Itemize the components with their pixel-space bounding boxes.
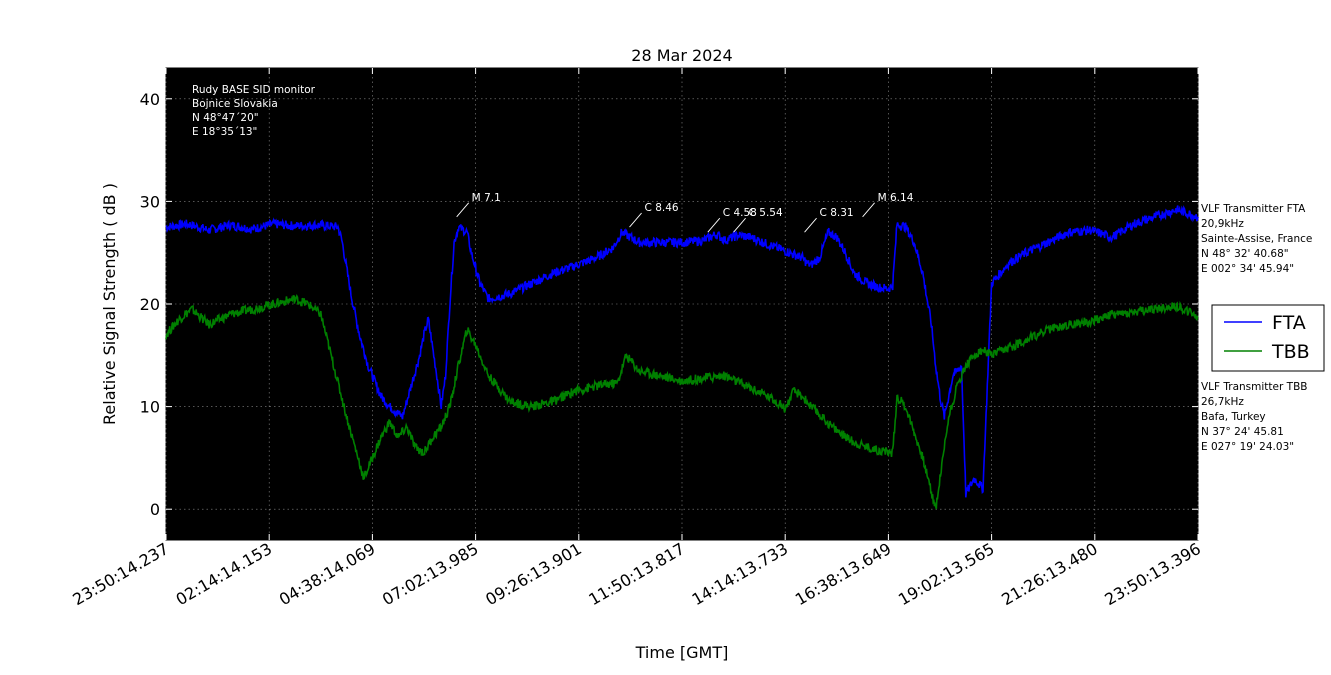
y-tick-label: 30 <box>140 192 160 211</box>
station-info: Rudy BASE SID monitor Bojnice Slovakia N… <box>192 84 318 138</box>
chart-title: 28 Mar 2024 <box>631 46 732 65</box>
annotation-pointer <box>707 217 721 233</box>
series-layer <box>165 205 1199 510</box>
annotation-label: M 7.1 <box>472 192 501 204</box>
tbb-line-1: VLF Transmitter TBB <box>1201 381 1307 393</box>
x-tick-label: 11:50:13.817 <box>585 539 688 609</box>
x-tick-label: 23:50:13.396 <box>1101 539 1204 609</box>
legend-label-tbb: TBB <box>1271 341 1310 363</box>
tbb-line-3: Bafa, Turkey <box>1201 411 1266 423</box>
fta-line-4: N 48° 32' 40.68" <box>1201 248 1289 260</box>
series-line-fta <box>165 205 1199 498</box>
annotation-label: C 5.54 <box>749 207 783 219</box>
y-tick-label: 20 <box>140 295 160 314</box>
station-line-3: N 48°47´20" <box>192 112 259 124</box>
y-tick-label: 0 <box>150 500 160 519</box>
x-tick-label: 07:02:13.985 <box>379 539 482 609</box>
fta-line-5: E 002° 34' 45.94" <box>1201 263 1294 275</box>
x-tick-label: 09:26:13.901 <box>482 539 585 609</box>
annotation-label: C 8.46 <box>645 202 679 214</box>
tbb-line-4: N 37° 24' 45.81 <box>1201 426 1284 438</box>
station-line-1: Rudy BASE SID monitor <box>192 84 316 96</box>
annotation-label: M 6.14 <box>878 192 914 204</box>
annotation-pointer <box>862 202 875 218</box>
annotation-pointer <box>456 202 470 218</box>
y-axis-ticks: 0 10 20 30 40 <box>140 90 1198 519</box>
annotation-pointer <box>629 212 642 228</box>
station-line-4: E 18°35´13" <box>192 126 257 138</box>
x-tick-label: 14:14:13.733 <box>689 539 792 609</box>
station-line-2: Bojnice Slovakia <box>192 98 278 110</box>
transmitter-tbb-info: VLF Transmitter TBB 26,7kHz Bafa, Turkey… <box>1201 381 1311 453</box>
annotations: M 7.1 C 8.46 C 4.58C 5.54 C 8.31 M 6.14 <box>456 192 914 233</box>
fta-line-2: 20,9kHz <box>1201 218 1244 230</box>
legend: FTA TBB <box>1211 304 1325 372</box>
fta-line-3: Sainte-Assise, France <box>1201 233 1312 245</box>
x-tick-label: 02:14:14.153 <box>173 539 276 609</box>
x-tick-label: 16:38:13.649 <box>792 539 895 609</box>
legend-label-fta: FTA <box>1272 312 1306 334</box>
annotation-pointer <box>733 217 746 233</box>
x-tick-label: 19:02:13.565 <box>895 539 998 609</box>
grid-lines <box>165 68 1199 540</box>
annotation-label: C 4.58 <box>723 207 757 219</box>
transmitter-fta-info: VLF Transmitter FTA 20,9kHz Sainte-Assis… <box>1201 203 1316 275</box>
x-tick-label: 04:38:14.069 <box>276 539 379 609</box>
tbb-line-2: 26,7kHz <box>1201 396 1244 408</box>
series-line-tbb <box>165 294 1199 510</box>
x-tick-label: 21:26:13.480 <box>998 539 1101 609</box>
y-axis-title: Relative Signal Strength ( dB ) <box>100 183 119 425</box>
x-axis-title: Time [GMT] <box>635 643 729 662</box>
annotation-label: C 8.31 <box>820 207 854 219</box>
fta-line-1: VLF Transmitter FTA <box>1201 203 1306 215</box>
y-tick-label: 40 <box>140 90 160 109</box>
tbb-line-5: E 027° 19' 24.03" <box>1201 441 1294 453</box>
x-tick-label: 23:50:14.237 <box>69 539 172 609</box>
y-tick-label: 10 <box>140 398 160 417</box>
legend-box <box>1211 304 1325 372</box>
annotation-pointer <box>804 217 817 233</box>
